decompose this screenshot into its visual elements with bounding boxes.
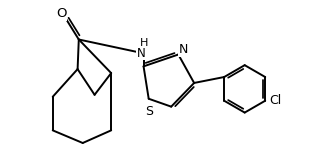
Text: N: N xyxy=(178,43,188,56)
Text: O: O xyxy=(56,7,67,20)
Text: S: S xyxy=(145,105,153,118)
Text: Cl: Cl xyxy=(269,94,281,107)
Text: H: H xyxy=(139,38,148,48)
Text: N: N xyxy=(137,47,145,60)
